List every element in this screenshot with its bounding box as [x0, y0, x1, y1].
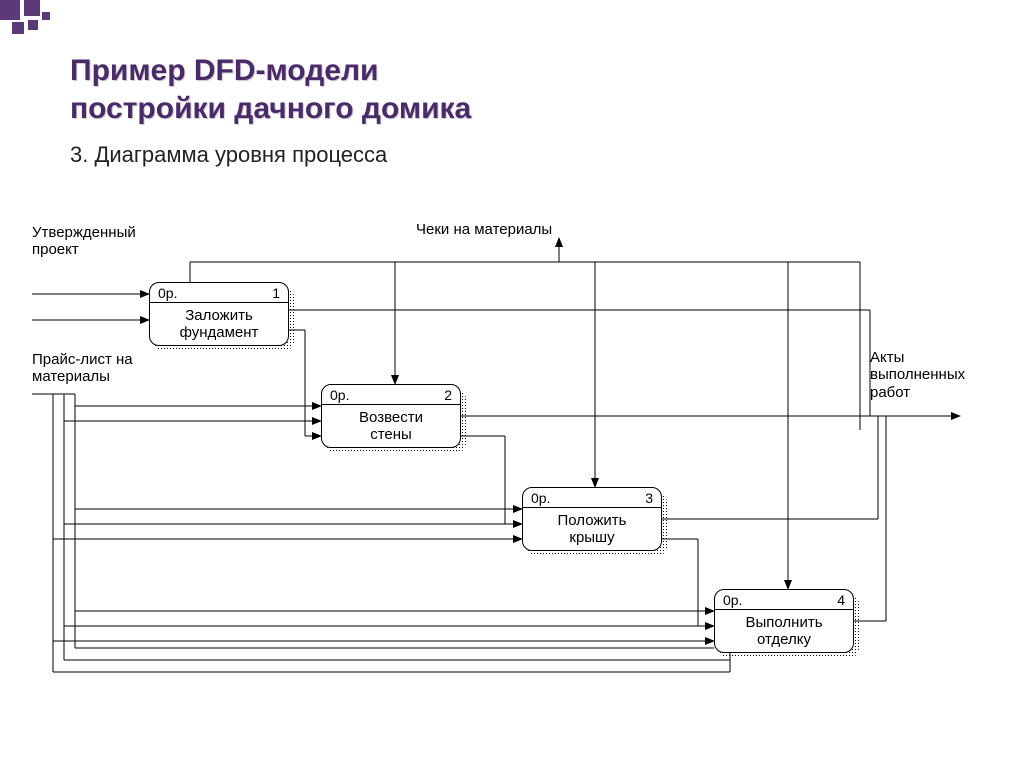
diagram-lines: [0, 0, 1024, 767]
